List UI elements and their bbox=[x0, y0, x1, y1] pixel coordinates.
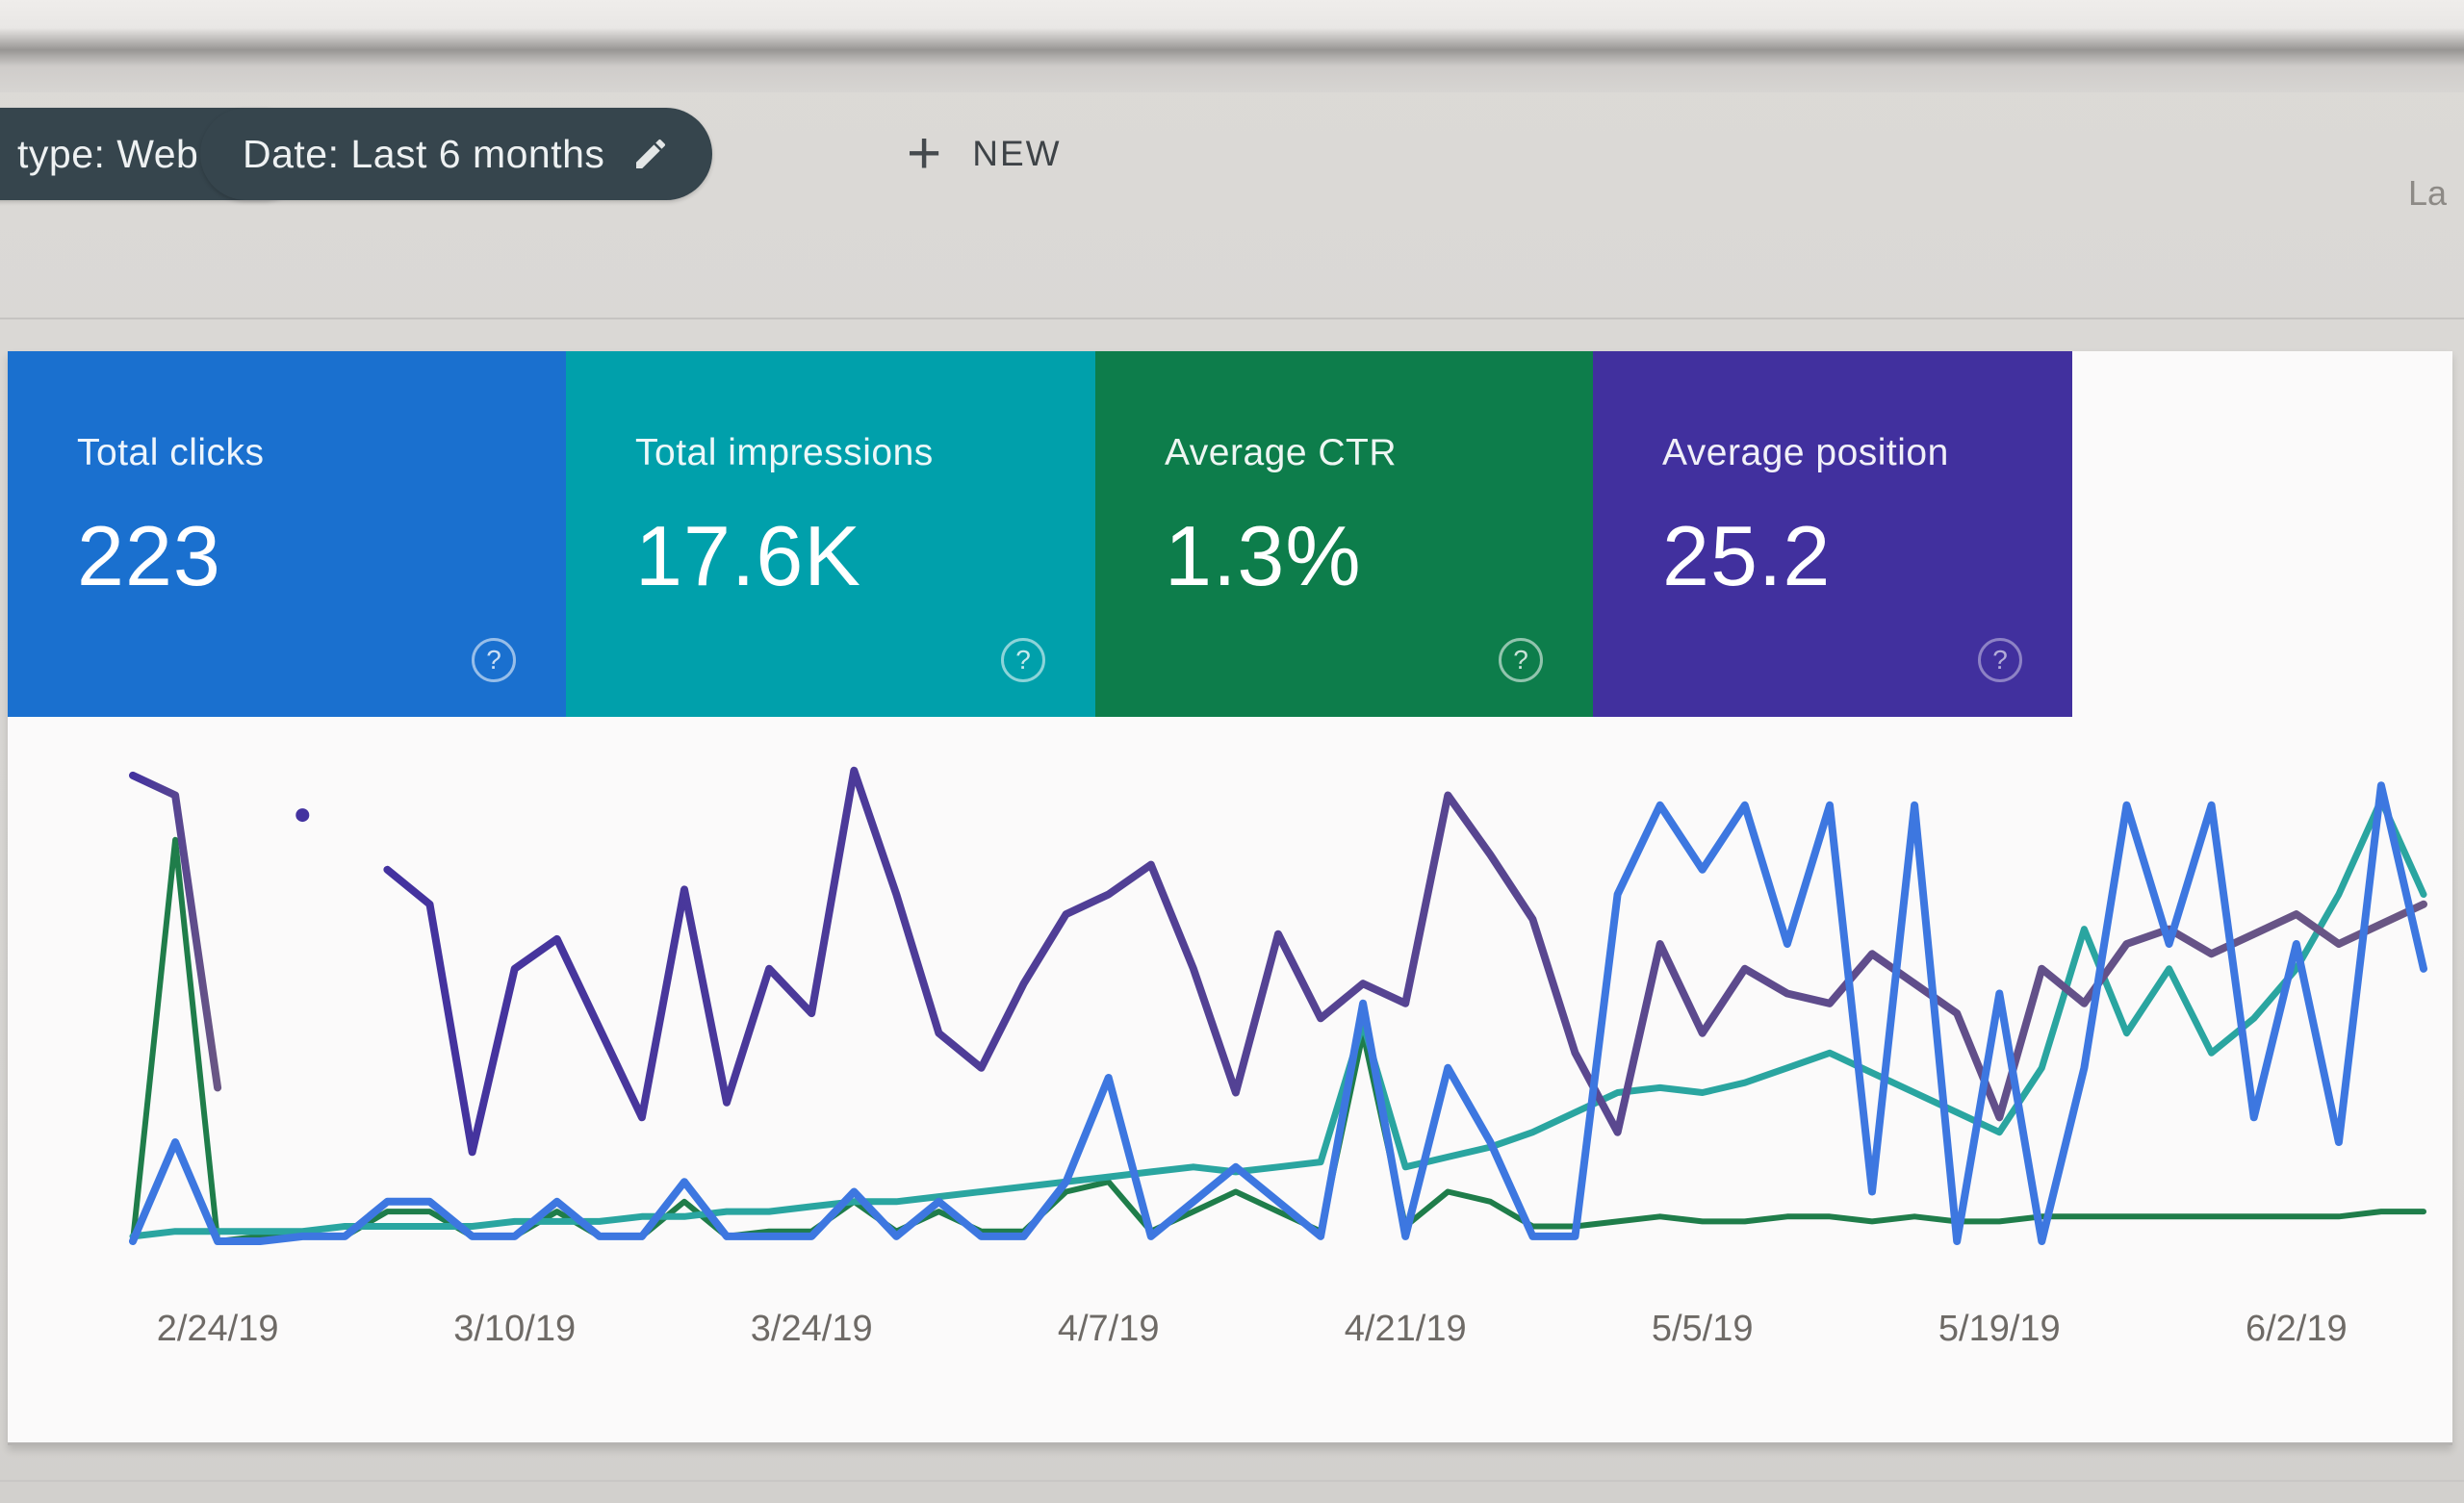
total-clicks-title: Total clicks bbox=[77, 432, 265, 473]
help-icon[interactable]: ? bbox=[1001, 638, 1045, 682]
filter-chip-date[interactable]: Date: Last 6 months bbox=[200, 108, 713, 200]
performance-chart-svg: 2/24/19 3/10/19 3/24/19 4/7/19 4/21/19 5/5/19… bbox=[129, 766, 2427, 1349]
bottom-divider bbox=[0, 1480, 2464, 1482]
header-divider bbox=[0, 318, 2464, 319]
filter-chip-date-label: Date: Last 6 months bbox=[243, 131, 605, 176]
total-clicks-value: 223 bbox=[77, 508, 221, 603]
x-tick-label: 5/5/19 bbox=[1652, 1309, 1754, 1349]
total-clicks-card[interactable]: Total clicks 223 ? bbox=[8, 351, 566, 717]
total-impressions-title: Total impressions bbox=[635, 432, 934, 473]
monitor-top-edge bbox=[0, 0, 2464, 92]
new-filter-label: NEW bbox=[972, 134, 1062, 173]
plus-icon: + bbox=[907, 120, 942, 187]
x-tick-label: 3/24/19 bbox=[751, 1309, 873, 1349]
partial-text-right: La bbox=[2407, 173, 2447, 213]
performance-chart[interactable]: 2/24/19 3/10/19 3/24/19 4/7/19 4/21/19 5/5/19… bbox=[8, 717, 2452, 1445]
average-ctr-title: Average CTR bbox=[1165, 432, 1398, 473]
average-position-title: Average position bbox=[1662, 432, 1949, 473]
filter-chip-search-type-label: type: Web bbox=[17, 131, 199, 176]
help-icon[interactable]: ? bbox=[1978, 638, 2022, 682]
x-tick-label: 4/21/19 bbox=[1345, 1309, 1467, 1349]
filter-bar: type: Web Date: Last 6 months + NEW La bbox=[0, 108, 2464, 213]
performance-report-panel: Total clicks 223 ? Total impressions 17.… bbox=[8, 351, 2452, 1445]
x-tick-label: 3/10/19 bbox=[453, 1309, 576, 1349]
average-position-value: 25.2 bbox=[1662, 508, 1832, 603]
help-icon[interactable]: ? bbox=[1499, 638, 1543, 682]
total-impressions-card[interactable]: Total impressions 17.6K ? bbox=[566, 351, 1095, 717]
pencil-icon[interactable] bbox=[631, 135, 670, 173]
summary-cards-row: Total clicks 223 ? Total impressions 17.… bbox=[8, 351, 2452, 717]
total-impressions-value: 17.6K bbox=[635, 508, 861, 603]
help-icon[interactable]: ? bbox=[472, 638, 516, 682]
new-filter-button[interactable]: + NEW bbox=[907, 108, 1062, 200]
x-tick-label: 6/2/19 bbox=[2246, 1309, 2348, 1349]
x-tick-label: 2/24/19 bbox=[157, 1309, 279, 1349]
x-tick-label: 4/7/19 bbox=[1058, 1309, 1160, 1349]
average-ctr-value: 1.3% bbox=[1165, 508, 1362, 603]
x-tick-label: 5/19/19 bbox=[1938, 1309, 2061, 1349]
average-position-card[interactable]: Average position 25.2 ? bbox=[1593, 351, 2072, 717]
average-ctr-card[interactable]: Average CTR 1.3% ? bbox=[1095, 351, 1593, 717]
